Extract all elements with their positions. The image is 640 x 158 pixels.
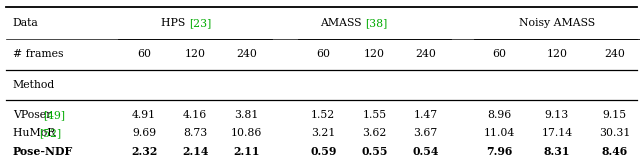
Text: 120: 120 <box>185 49 205 59</box>
Text: 10.86: 10.86 <box>230 128 262 138</box>
Text: # frames: # frames <box>13 49 63 59</box>
Text: 9.15: 9.15 <box>602 110 627 120</box>
Text: 240: 240 <box>415 49 436 59</box>
Text: 1.52: 1.52 <box>311 110 335 120</box>
Text: Method: Method <box>13 79 55 90</box>
Text: 30.31: 30.31 <box>598 128 630 138</box>
Text: 3.81: 3.81 <box>234 110 259 120</box>
Text: 3.67: 3.67 <box>413 128 438 138</box>
Text: 8.31: 8.31 <box>543 146 570 157</box>
Text: 4.91: 4.91 <box>132 110 156 120</box>
Text: 120: 120 <box>364 49 385 59</box>
Text: 7.96: 7.96 <box>486 146 513 157</box>
Text: [49]: [49] <box>44 110 65 120</box>
Text: VPoser: VPoser <box>13 110 54 120</box>
Text: 2.14: 2.14 <box>182 146 209 157</box>
Text: 240: 240 <box>236 49 257 59</box>
Text: HuMoR: HuMoR <box>13 128 59 138</box>
Text: 8.46: 8.46 <box>601 146 628 157</box>
Text: Noisy AMASS: Noisy AMASS <box>519 18 595 28</box>
Text: 3.62: 3.62 <box>362 128 387 138</box>
Text: 0.59: 0.59 <box>310 146 337 157</box>
Text: HPS: HPS <box>161 18 189 28</box>
Text: 3.21: 3.21 <box>311 128 335 138</box>
Text: 17.14: 17.14 <box>541 128 572 138</box>
Text: [52]: [52] <box>39 128 61 138</box>
Text: 1.55: 1.55 <box>362 110 387 120</box>
Text: 60: 60 <box>316 49 330 59</box>
Text: 60: 60 <box>137 49 151 59</box>
Text: 2.11: 2.11 <box>233 146 260 157</box>
Text: 0.54: 0.54 <box>412 146 439 157</box>
Text: 2.32: 2.32 <box>131 146 157 157</box>
Text: AMASS: AMASS <box>320 18 365 28</box>
Text: [38]: [38] <box>365 18 387 28</box>
Text: 240: 240 <box>604 49 625 59</box>
Text: [23]: [23] <box>189 18 211 28</box>
Text: 8.96: 8.96 <box>487 110 511 120</box>
Text: Data: Data <box>13 18 38 28</box>
Text: 4.16: 4.16 <box>183 110 207 120</box>
Text: 9.69: 9.69 <box>132 128 156 138</box>
Text: 11.04: 11.04 <box>484 128 515 138</box>
Text: 120: 120 <box>547 49 567 59</box>
Text: 8.73: 8.73 <box>183 128 207 138</box>
Text: 9.13: 9.13 <box>545 110 569 120</box>
Text: Pose-NDF: Pose-NDF <box>13 146 73 157</box>
Text: 60: 60 <box>492 49 506 59</box>
Text: 0.55: 0.55 <box>361 146 388 157</box>
Text: 1.47: 1.47 <box>413 110 438 120</box>
